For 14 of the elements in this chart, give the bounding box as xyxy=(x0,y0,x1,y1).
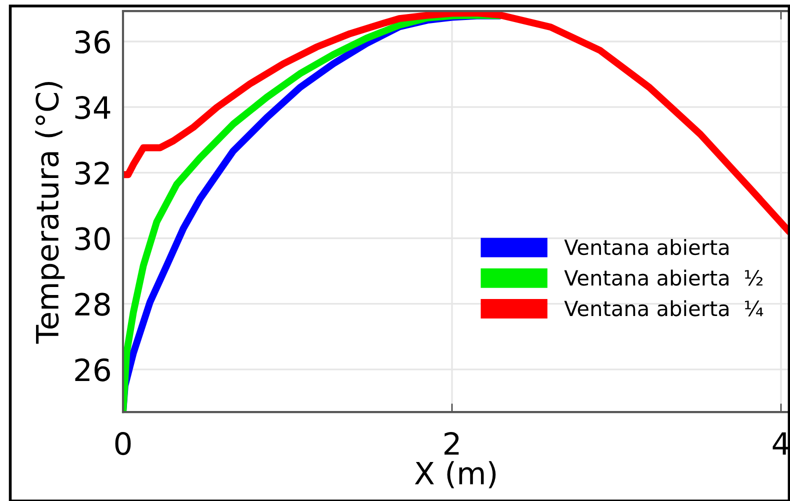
x-tick-label: 4 xyxy=(772,432,789,455)
y-tick-label: 32 xyxy=(75,162,109,185)
y-tick-label: 30 xyxy=(75,227,110,250)
x-tick-label: 2 xyxy=(444,432,459,455)
y-tick-label: 28 xyxy=(75,292,110,316)
legend-label: Ventana abierta xyxy=(564,239,728,256)
x-tick-label: 0 xyxy=(115,432,131,456)
legend-label: Ventana abierta ½ xyxy=(564,270,762,286)
y-tick-label: 34 xyxy=(75,96,110,120)
x-axis-title: X (m) xyxy=(414,461,496,488)
y-tick-label: 36 xyxy=(75,30,110,54)
y-tick-label: 26 xyxy=(75,358,110,382)
legend-label: Ventana abierta ¼ xyxy=(564,300,764,316)
y-axis-title: Temperatura (°C) xyxy=(35,82,65,344)
